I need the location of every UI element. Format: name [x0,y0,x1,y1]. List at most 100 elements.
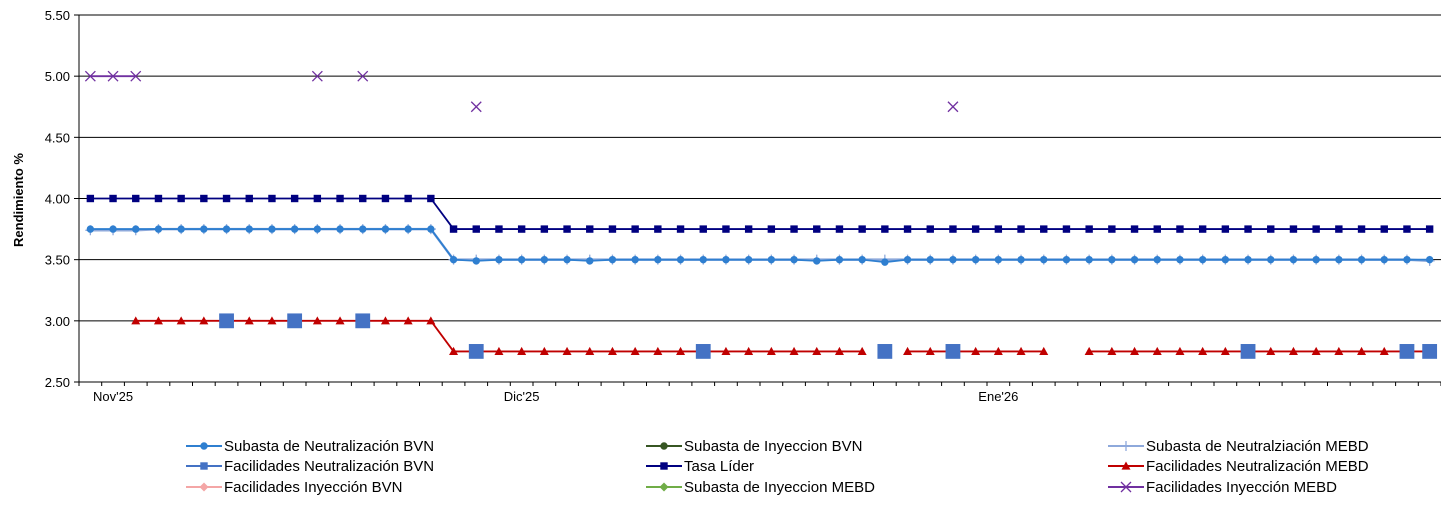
data-point [517,346,527,356]
data-point [86,225,95,233]
data-point [971,255,980,264]
data-point [813,225,821,233]
data-point [1221,255,1230,264]
series-3 [219,313,1438,359]
y-tick-label: 3.00 [45,314,70,329]
data-point [1062,225,1071,233]
data-point [200,225,208,233]
data-point [1380,255,1388,264]
data-point [1399,344,1415,359]
data-point [947,101,959,113]
data-point [1425,255,1434,264]
data-point [585,346,595,356]
data-point [903,255,912,264]
data-point [267,316,277,325]
data-point [84,70,96,82]
data-point [199,316,209,325]
y-tick-label: 5.50 [45,8,70,23]
data-point [608,255,617,264]
legend-label: Tasa Líder [684,458,754,475]
data-point [722,225,730,233]
legend-marker [1121,461,1131,470]
legend-label: Facilidades Inyección MEBD [1146,479,1337,496]
data-point [540,225,549,233]
legend-marker [659,482,669,492]
data-point [993,346,1003,356]
data-point [562,346,572,356]
data-point [857,346,867,356]
data-point [607,346,617,356]
data-point [1153,255,1161,264]
legend-label: Subasta de Inyeccion MEBD [684,479,875,496]
series-line [90,227,1430,263]
data-point [630,346,640,356]
legend-item: Tasa Líder [646,458,754,475]
data-point [495,255,503,264]
series-8 [84,70,959,113]
data-point [335,316,345,325]
series-line [90,228,1430,264]
data-point [313,225,322,233]
data-point [767,255,776,264]
data-point [1357,346,1367,356]
data-point [1198,255,1207,264]
data-point [1152,346,1162,356]
data-point [1040,225,1048,233]
data-point [994,255,1003,264]
data-point [766,346,776,356]
data-point [1220,346,1230,356]
data-point [744,225,753,233]
data-point [1289,255,1298,264]
data-point [994,225,1003,233]
data-point [1175,346,1185,356]
data-point [176,316,186,325]
data-point [357,70,369,82]
data-point [472,225,480,233]
data-point [858,255,866,264]
legend-label: Subasta de Neutralziación MEBD [1146,438,1369,455]
data-point [949,225,957,233]
data-point [1085,255,1093,264]
y-tick-label: 2.50 [45,375,70,390]
data-point [1153,225,1161,233]
data-point [1108,255,1116,264]
data-point [881,225,889,233]
legend-marker [199,482,209,492]
data-point [877,344,893,359]
data-point [1335,225,1343,233]
data-point [131,316,141,325]
series-0 [86,225,1434,266]
data-point [1221,225,1230,233]
data-point [586,257,594,265]
data-point [268,225,276,233]
series-layer [84,70,1438,359]
data-point [835,225,844,233]
legend-item: Subasta de Neutralziación MEBD [1108,438,1369,455]
data-point [287,313,303,329]
data-point [767,225,776,233]
data-point [1130,255,1139,264]
data-point [177,194,185,203]
data-point [608,225,617,233]
data-point [1107,346,1117,356]
data-point [1403,255,1411,264]
series-line [90,197,1430,230]
data-point [359,194,367,203]
data-point [517,225,526,233]
legend-item: Facilidades Inyección MEBD [1108,479,1337,496]
legend-label: Subasta de Neutralización BVN [224,438,434,455]
y-axis-label: Rendimiento % [11,153,26,247]
legend-marker [200,442,208,450]
data-point [1288,346,1298,356]
data-point [336,194,344,203]
data-point [312,316,322,325]
x-tick-label: Ene'26 [978,389,1018,404]
data-point [790,225,798,233]
legend-item: Facilidades Inyección BVN [186,479,402,496]
data-point [1176,225,1184,233]
data-point [1422,344,1438,359]
data-point [1130,346,1140,356]
data-point [1198,225,1207,233]
data-point [722,255,730,264]
data-point [1240,344,1256,359]
